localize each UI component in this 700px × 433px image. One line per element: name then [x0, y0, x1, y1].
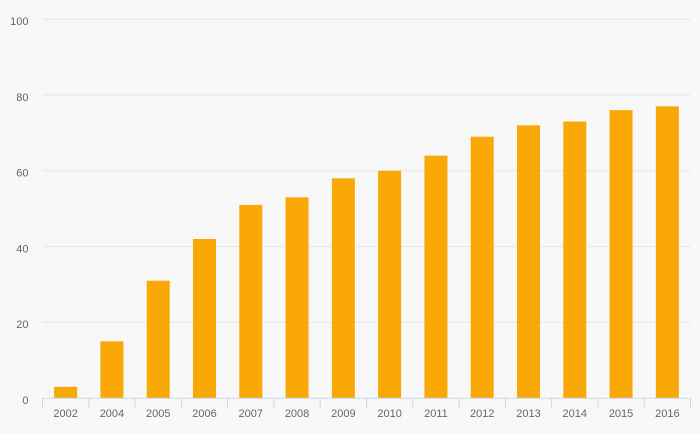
svg-text:2010: 2010	[377, 408, 401, 420]
svg-text:2009: 2009	[331, 408, 355, 420]
svg-text:2011: 2011	[424, 408, 448, 420]
svg-text:2013: 2013	[516, 408, 540, 420]
svg-text:2014: 2014	[563, 408, 587, 420]
svg-text:0: 0	[22, 395, 28, 407]
svg-text:2012: 2012	[470, 408, 494, 420]
svg-text:20: 20	[16, 319, 28, 331]
svg-text:60: 60	[16, 168, 28, 180]
svg-text:80: 80	[16, 92, 28, 104]
svg-text:100: 100	[10, 16, 28, 28]
svg-text:2007: 2007	[239, 408, 263, 420]
svg-text:2016: 2016	[655, 408, 679, 420]
svg-text:2002: 2002	[53, 408, 77, 420]
svg-text:40: 40	[16, 243, 28, 255]
svg-text:2004: 2004	[100, 408, 124, 420]
svg-text:2006: 2006	[192, 408, 216, 420]
svg-text:2008: 2008	[285, 408, 309, 420]
svg-text:2005: 2005	[146, 408, 170, 420]
svg-text:2015: 2015	[609, 408, 633, 420]
